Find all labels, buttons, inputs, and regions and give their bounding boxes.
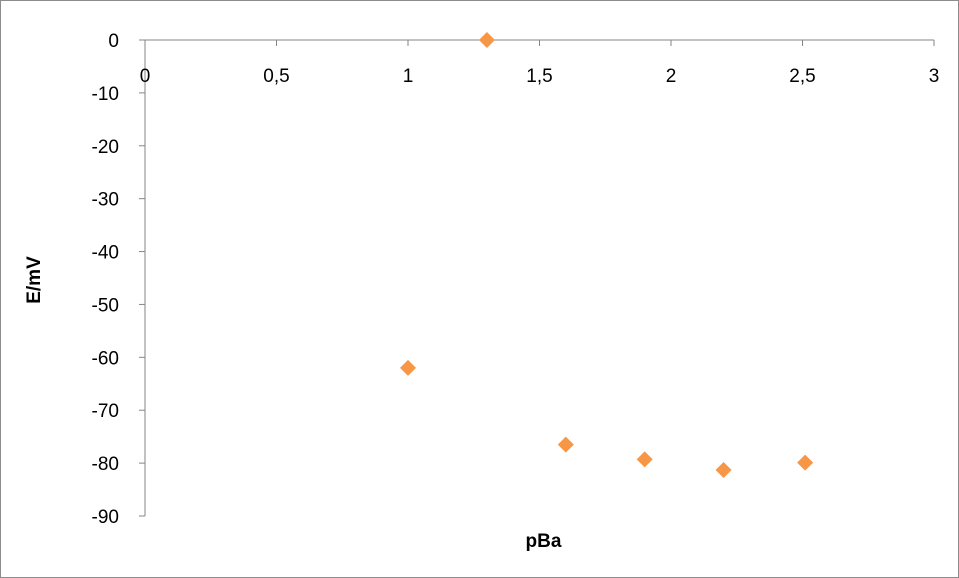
x-tick-label: 1,5 <box>526 66 552 87</box>
x-axis: 0 0,5 1 1,5 2 2,5 3 <box>140 40 940 87</box>
y-tick-label: -30 <box>92 190 119 211</box>
x-axis-title: pBa <box>526 531 562 552</box>
y-axis-title: E/mV <box>24 256 45 304</box>
y-tick-label: -60 <box>92 348 119 369</box>
x-tick-label: 3 <box>929 66 940 87</box>
x-tick-label: 0 <box>140 66 151 87</box>
y-tick-label: -20 <box>92 137 119 158</box>
data-points <box>400 32 814 478</box>
data-point <box>478 32 495 48</box>
x-tick-label: 2 <box>666 66 677 87</box>
y-tick-label: -70 <box>92 401 119 422</box>
axes <box>144 39 934 516</box>
data-point <box>636 451 653 468</box>
y-tick-label: -80 <box>92 454 119 475</box>
y-tick-label: -90 <box>92 507 119 528</box>
y-tick-label: -40 <box>92 243 119 264</box>
y-axis: 0 -10 -20 -30 -40 -50 -60 -70 -80 -90 <box>92 31 145 528</box>
data-point <box>715 461 732 478</box>
x-tick-label: 0,5 <box>263 66 289 87</box>
data-point <box>400 359 416 376</box>
y-tick-label: -10 <box>92 84 119 105</box>
data-point <box>797 454 814 471</box>
x-tick-label: 1 <box>403 66 414 87</box>
x-tick-label: 2,5 <box>789 66 815 87</box>
data-point <box>557 436 574 453</box>
y-tick-label: 0 <box>108 31 119 52</box>
y-tick-label: -50 <box>92 295 119 316</box>
